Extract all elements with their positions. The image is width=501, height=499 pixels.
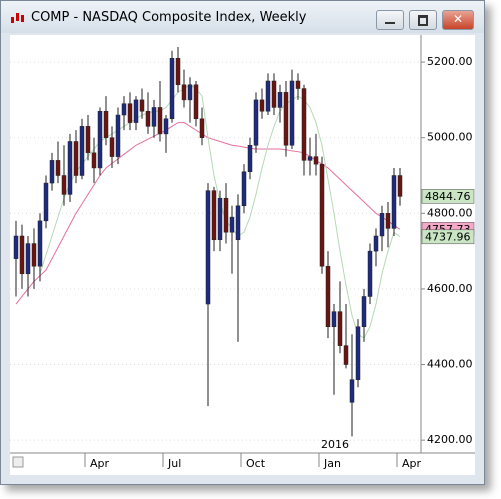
candle-body: [115, 114, 121, 157]
candle-body: [205, 190, 211, 305]
corner-button[interactable]: [12, 456, 24, 468]
title-bar: COMP - NASDAQ Composite Index, Weekly ✕: [1, 1, 484, 33]
candle-body: [97, 110, 103, 169]
y-tick-label: 5000.00: [427, 131, 473, 144]
window-title: COMP - NASDAQ Composite Index, Weekly: [31, 10, 307, 25]
candle-body: [289, 80, 295, 146]
candle-body: [199, 118, 205, 138]
candle-body: [73, 141, 79, 176]
candle-body: [337, 311, 343, 346]
candle-body: [355, 326, 361, 380]
price-marker: [421, 189, 475, 204]
candle-body: [301, 88, 307, 161]
candle-body: [127, 103, 133, 123]
y-tick-label: 4800.00: [427, 206, 473, 219]
y-tick-label: 4600.00: [427, 282, 473, 295]
candle-body: [241, 171, 247, 206]
candle-body: [79, 126, 85, 176]
candle-body: [31, 243, 37, 267]
x-tick-label: Jan: [323, 457, 341, 470]
y-tick-label: 4400.00: [427, 358, 473, 371]
x-tick-label: Apr: [402, 457, 422, 470]
y-tick-label: 5200.00: [427, 55, 473, 68]
candle-body: [103, 110, 109, 138]
candle-body: [313, 156, 319, 165]
candle-body: [349, 379, 355, 403]
candle-body: [307, 156, 313, 161]
candle-body: [397, 175, 403, 197]
candle-body: [343, 345, 349, 365]
candle-body: [169, 58, 175, 120]
candle-body: [193, 84, 199, 120]
candle-body: [271, 80, 277, 108]
candle-body: [67, 141, 73, 195]
candle-body: [385, 213, 391, 229]
close-button[interactable]: ✕: [442, 10, 474, 30]
candle-body: [211, 190, 217, 241]
maximize-button[interactable]: [409, 10, 437, 30]
candle-body: [319, 163, 325, 267]
price-marker-label: 4844.76: [425, 190, 471, 203]
candle-body: [175, 58, 181, 86]
candle-body: [283, 92, 289, 146]
x-tick-label: Apr: [90, 457, 110, 470]
chart-background: [10, 35, 475, 475]
price-marker: [421, 229, 475, 245]
candle-body: [25, 243, 31, 275]
candle-body: [235, 205, 241, 241]
candle-body: [61, 175, 67, 195]
candle-body: [91, 152, 97, 169]
candle-body: [229, 216, 235, 233]
candle-body: [295, 80, 301, 89]
candle-body: [133, 99, 139, 123]
candle-body: [265, 80, 271, 112]
candle-body: [331, 311, 337, 327]
candle-body: [391, 175, 397, 229]
year-label: 2016: [321, 438, 349, 451]
candle-body: [259, 99, 265, 112]
candle-body: [277, 92, 283, 108]
candle-body: [325, 265, 331, 327]
candle-body: [145, 110, 151, 127]
candle-body: [217, 197, 223, 241]
candle-body: [187, 84, 193, 101]
x-tick-label: Jul: [167, 457, 181, 470]
candle-body: [163, 118, 169, 135]
candle-body: [367, 250, 373, 297]
x-tick-label: Oct: [246, 457, 266, 470]
window: COMP - NASDAQ Composite Index, Weekly ✕ …: [0, 0, 485, 485]
price-marker-label: 4737.96: [425, 230, 471, 243]
y-tick-label: 4200.00: [427, 433, 473, 446]
candle-body: [43, 182, 49, 222]
minimize-button[interactable]: [376, 10, 404, 30]
candle-body: [37, 220, 43, 267]
candle-body: [223, 197, 229, 233]
candle-body: [49, 160, 55, 184]
candle-body: [157, 107, 163, 135]
chart: 4200.00 4400.00 4600.00 4800.00 5000.00 5200.…: [10, 35, 475, 475]
candle-body: [85, 126, 91, 154]
candle-body: [19, 235, 25, 275]
candle-body: [109, 137, 115, 157]
candle-body: [13, 235, 19, 259]
candle-body: [379, 213, 385, 237]
candle-body: [121, 103, 127, 116]
candle-body: [247, 145, 253, 172]
candle-body: [151, 107, 157, 127]
candle-body: [139, 99, 145, 112]
candle-body: [55, 160, 61, 176]
candle-body: [361, 296, 367, 327]
candle-body: [181, 84, 187, 101]
candle-body: [253, 99, 259, 146]
app-icon: [11, 13, 24, 23]
candle-body: [373, 235, 379, 252]
